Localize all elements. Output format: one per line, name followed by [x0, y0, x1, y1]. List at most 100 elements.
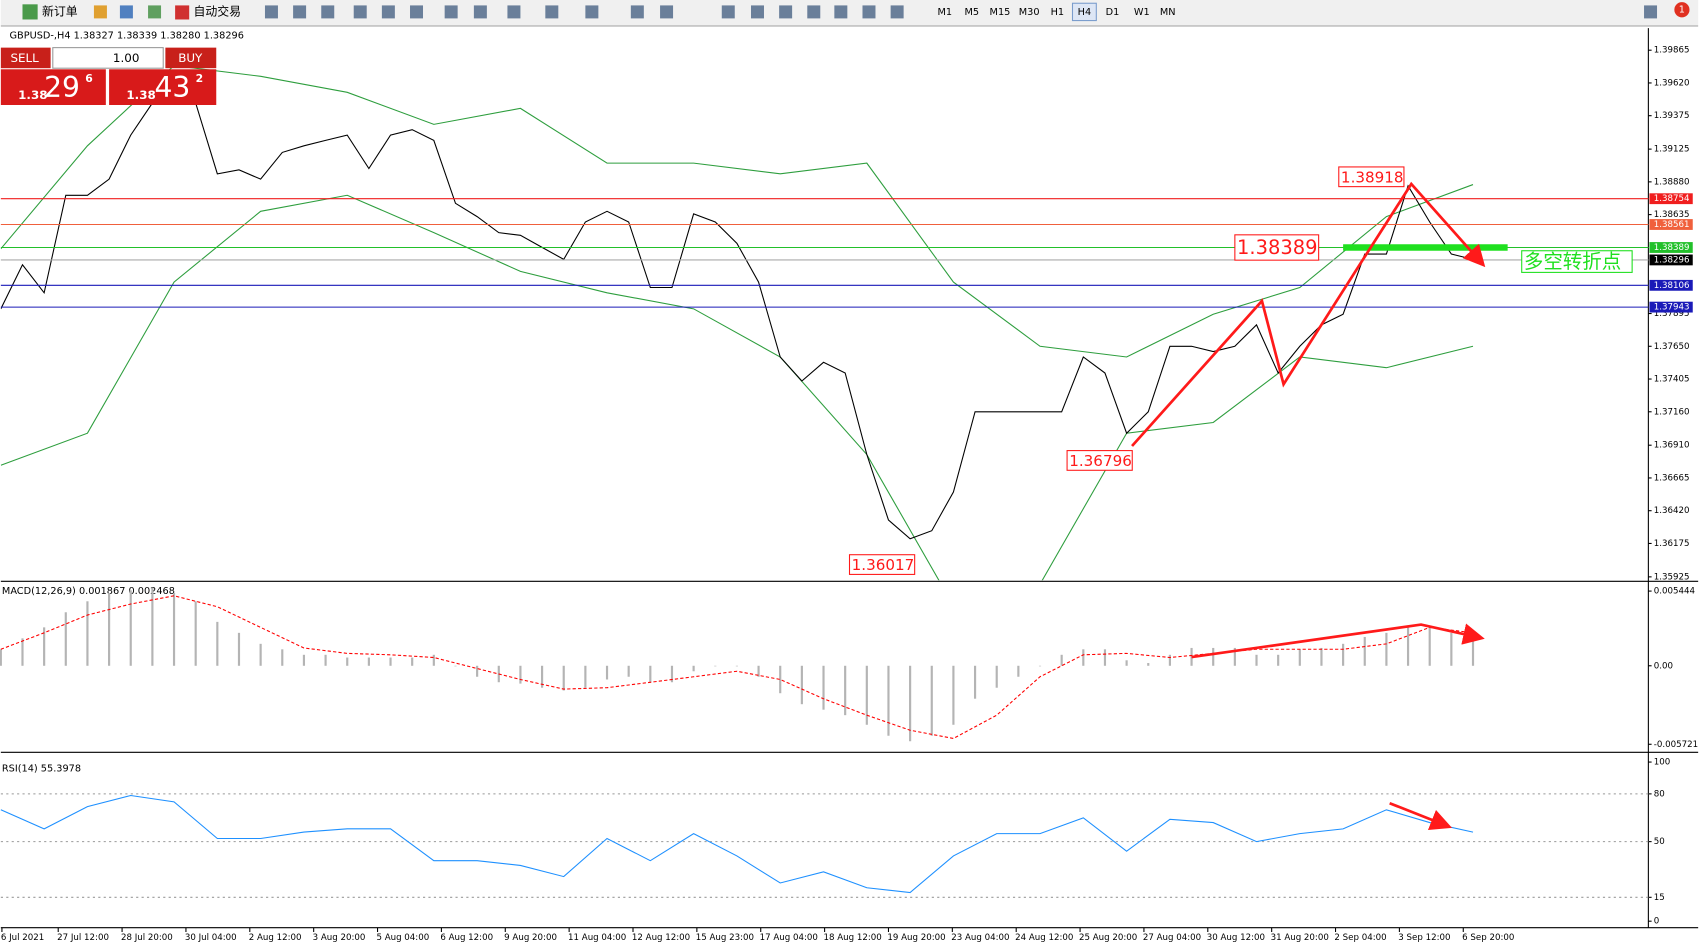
macd-bar	[540, 665, 544, 688]
tool-icon[interactable]	[807, 5, 821, 19]
x-tick-label: 30 Jul 04:00	[185, 933, 237, 943]
x-tick-label: 11 Aug 04:00	[568, 933, 626, 943]
note: 多空转折点	[1524, 250, 1621, 273]
timeframe[interactable]: D1	[1106, 7, 1120, 18]
macd-bar	[1125, 660, 1128, 666]
tool-icon[interactable]	[721, 5, 735, 19]
tool-icon[interactable]	[750, 5, 764, 19]
tool-icon[interactable]	[545, 5, 559, 19]
macd-bar	[887, 665, 890, 736]
x-tick-label: 9 Aug 20:00	[504, 933, 557, 943]
tool-icon[interactable]	[660, 5, 674, 19]
price-label: 1.38561	[1654, 220, 1690, 230]
y-tick-label: 1.35925	[1654, 572, 1690, 582]
sell-label[interactable]: SELL	[10, 51, 39, 65]
macd-bar	[584, 665, 587, 688]
tool-icon[interactable]	[148, 5, 162, 19]
search-icon[interactable]	[1644, 5, 1658, 19]
y-tick-label: 50	[1654, 837, 1665, 847]
x-tick-label: 31 Aug 20:00	[1271, 933, 1329, 943]
macd-bar	[476, 665, 479, 677]
timeframe[interactable]: H1	[1051, 7, 1065, 18]
macd-bar	[1060, 654, 1063, 666]
x-tick-label: 15 Aug 23:00	[696, 933, 754, 943]
buy-label[interactable]: BUY	[178, 51, 203, 65]
tool-icon[interactable]	[862, 5, 876, 19]
lots-input[interactable]	[52, 47, 164, 69]
tool-icon[interactable]	[264, 5, 278, 19]
tool-icon[interactable]	[381, 5, 395, 19]
price-label-bg	[1649, 219, 1693, 230]
y-tick-label: 1.39125	[1654, 145, 1690, 155]
price-line	[0, 86, 1474, 540]
tool-icon[interactable]	[119, 5, 133, 19]
price-label-bg	[1649, 254, 1693, 266]
macd-bar	[779, 665, 782, 694]
tool-icon[interactable]	[444, 5, 458, 19]
buy-button[interactable]	[165, 47, 217, 69]
timeframe[interactable]: H4	[1078, 7, 1092, 18]
new-order-icon[interactable]	[22, 4, 38, 20]
timeframe[interactable]: M1	[937, 7, 952, 18]
y-tick-label: 1.36420	[1654, 506, 1690, 516]
timeframe[interactable]: MN	[1160, 7, 1176, 18]
timeframe[interactable]: M30	[1019, 7, 1040, 18]
tool-icon[interactable]	[321, 5, 335, 19]
y-tick-label: 15	[1654, 893, 1665, 903]
tool-icon[interactable]	[507, 5, 521, 19]
timeframe[interactable]: M5	[965, 7, 980, 18]
notification-badge[interactable]	[1674, 2, 1690, 18]
macd-bar	[1082, 649, 1085, 666]
bid-box[interactable]	[0, 69, 106, 105]
x-tick-label: 3 Aug 20:00	[313, 933, 366, 943]
ask-small: 2	[196, 72, 204, 85]
annotation: 1.38918	[1341, 168, 1404, 186]
annotation-box	[1066, 450, 1133, 471]
rsi-arrow	[1389, 801, 1453, 831]
macd-bar	[1017, 665, 1020, 677]
price-line	[0, 794, 1474, 894]
tool-icon[interactable]	[353, 5, 367, 19]
note-box	[1521, 250, 1633, 273]
macd-bar	[432, 654, 435, 666]
timeframe[interactable]: M15	[990, 7, 1011, 18]
sell-button[interactable]	[0, 47, 51, 69]
annotation: 1.36017	[852, 556, 915, 574]
lots[interactable]: 1.00	[113, 51, 139, 65]
new-order[interactable]: 新订单	[42, 4, 78, 18]
tool-icon[interactable]	[410, 5, 424, 19]
price-label: 1.37943	[1654, 303, 1690, 313]
macd-bar	[1342, 643, 1345, 666]
tool-icon[interactable]	[630, 5, 644, 19]
macd-bar	[865, 665, 868, 725]
macd-bar	[1255, 654, 1258, 666]
x-tick-label: 17 Aug 04:00	[760, 933, 818, 943]
tool-icon[interactable]	[585, 5, 599, 19]
tool-icon[interactable]	[293, 5, 307, 19]
macd-bar	[649, 665, 652, 683]
x-tick-label: 5 Aug 04:00	[376, 933, 429, 943]
tool-icon[interactable]	[890, 5, 904, 19]
panel-title: GBPUSD-,H4 1.38327 1.38339 1.38280 1.382…	[10, 31, 244, 42]
bid-big: 1.38	[18, 88, 47, 102]
macd-bar	[346, 657, 349, 666]
ask-box[interactable]	[109, 69, 217, 105]
x-tick-label: 2 Sep 04:00	[1334, 933, 1386, 943]
macd-bar	[670, 665, 674, 683]
tool-icon[interactable]	[93, 5, 107, 19]
macd-bar	[1277, 654, 1280, 666]
tool-icon[interactable]	[779, 5, 793, 19]
auto-trading-icon[interactable]	[175, 5, 190, 20]
tool-icon[interactable]	[473, 5, 487, 19]
tool-icon[interactable]	[834, 5, 848, 19]
notification-count[interactable]: 1	[1679, 5, 1685, 16]
timeframe[interactable]: W1	[1134, 7, 1150, 18]
auto-trading[interactable]: 自动交易	[194, 4, 242, 18]
price-panel	[0, 65, 1474, 581]
price-label: 1.38389	[1654, 243, 1690, 253]
macd-bar	[714, 665, 717, 667]
panel-title: RSI(14) 55.3978	[2, 764, 81, 775]
annotation: 1.38389	[1237, 236, 1318, 259]
